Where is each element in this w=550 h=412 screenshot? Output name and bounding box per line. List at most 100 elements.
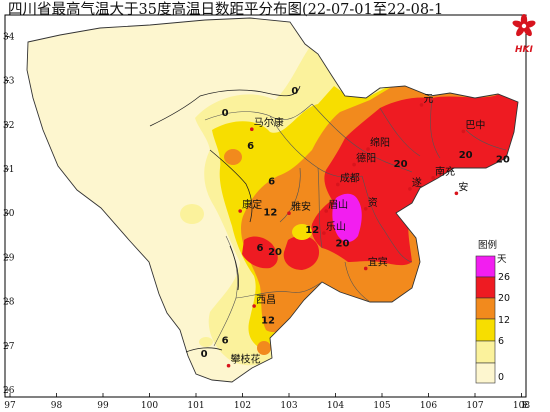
- y-tick-label: 28: [3, 298, 15, 308]
- contour-value-label: 12: [305, 225, 319, 236]
- city-marker: [287, 211, 291, 215]
- city-label: 安: [458, 180, 468, 193]
- contour-line: [209, 149, 253, 223]
- contour-line: [229, 245, 239, 291]
- patch-0-6-sw: [199, 337, 213, 347]
- region-20-26-south: [283, 235, 320, 270]
- y-tick-label: 27: [3, 342, 15, 352]
- legend-label-26: 26: [498, 272, 510, 283]
- contour-value-label: 6: [256, 243, 263, 254]
- boundary-line: [204, 103, 313, 121]
- legend-swatch-20-26: [475, 276, 496, 299]
- boundary-line: [361, 175, 413, 263]
- x-tick-label: 106: [420, 401, 437, 411]
- city-label: 乐山: [326, 221, 346, 233]
- city-marker: [454, 191, 459, 196]
- city-marker: [419, 103, 424, 107]
- x-tick-label: 98: [51, 401, 63, 411]
- boundary-line: [379, 107, 421, 157]
- logo-petal: [523, 25, 532, 37]
- x-tick-label: 101: [187, 401, 204, 411]
- city-marker: [226, 363, 231, 368]
- contour-value-label: 20: [268, 247, 282, 258]
- logo-text: HKI: [515, 45, 534, 55]
- x-tick-label: 107: [466, 401, 483, 411]
- region-20-26: [311, 80, 518, 266]
- x-tick-label: 100: [141, 401, 158, 411]
- logo-petal: [516, 25, 525, 37]
- city-label: 遂: [412, 176, 422, 189]
- city-label: 雅安: [291, 200, 311, 213]
- legend-swatch-26-plus: [475, 255, 496, 278]
- y-tick-label: 30: [3, 209, 15, 219]
- city-label: 宜宾: [368, 255, 388, 268]
- boundary-line: [311, 103, 413, 173]
- patch-6-12-nw: [292, 224, 312, 240]
- contour-value-label: 0: [291, 86, 298, 97]
- legend-swatch-12-20: [475, 297, 496, 320]
- contour-value-label: 20: [496, 154, 510, 165]
- y-tick-label: 32: [3, 121, 14, 131]
- contour-value-label: 20: [394, 159, 408, 170]
- city-marker: [363, 266, 368, 271]
- city-marker: [363, 206, 368, 211]
- contour-value-label: 6: [247, 141, 254, 152]
- contour-value-label: 12: [261, 316, 275, 327]
- city-marker: [366, 147, 370, 151]
- legend-title: 图例: [478, 239, 497, 251]
- x-axis-ticks: 97 98 99 100 101 102 103 104 105 106 107 108: [4, 393, 530, 411]
- city-marker: [250, 127, 254, 132]
- city-marker: [322, 231, 326, 235]
- patch-6-12-north: [224, 149, 242, 165]
- city-label: 巴中: [465, 118, 485, 131]
- contour-line: [149, 85, 301, 127]
- x-tick-label: 105: [373, 401, 390, 411]
- x-tick-label: 108: [513, 401, 530, 411]
- map-title: 四川省最高气温大于35度高温日数距平分布图(22-07-01至22-08-1: [8, 1, 443, 18]
- city-label: 成都: [340, 172, 360, 184]
- y-tick-label: 33: [3, 77, 15, 87]
- legend-label-12: 12: [498, 315, 510, 326]
- boundary-line: [430, 97, 441, 159]
- city-label: 绵阳: [370, 136, 390, 149]
- legend-label-20: 20: [498, 293, 510, 304]
- city-label: 德阳: [356, 152, 376, 165]
- city-label: 眉山: [328, 199, 348, 211]
- boundary-line: [269, 115, 363, 178]
- contour-labels-layer: 0 0 6 6 12 6 20 12 20 12 6 0 20 20 20: [201, 86, 510, 360]
- internal-boundaries: [204, 97, 507, 347]
- hki-logo: HKI: [512, 14, 536, 55]
- region-26-plus: [332, 193, 362, 242]
- legend-swatch-below-0: [475, 362, 496, 384]
- x-tick-label: 99: [97, 401, 109, 411]
- x-tick-label: 104: [327, 401, 344, 411]
- logo-flower-icon: [512, 14, 536, 37]
- province-border: [26, 17, 519, 383]
- contour-value-label: 20: [459, 150, 473, 161]
- contour-value-label: 0: [201, 349, 208, 360]
- patch-0-6-west: [180, 204, 204, 224]
- contour-value-label: 6: [268, 176, 275, 187]
- contour-value-label: 6: [222, 336, 229, 347]
- contour-line: [185, 347, 223, 353]
- x-axis-unit: E: [522, 401, 529, 411]
- city-label: 南充: [435, 165, 455, 178]
- boundary-line: [344, 261, 371, 303]
- legend-label-0: 0: [498, 372, 504, 383]
- logo-petal: [512, 20, 525, 28]
- boundary-line: [279, 167, 301, 223]
- y-tick-label: 26: [3, 386, 15, 396]
- city-marker: [352, 162, 356, 167]
- x-tick-label: 97: [4, 401, 16, 411]
- city-label: 元: [424, 94, 434, 105]
- patch-6-12-sw: [257, 341, 271, 355]
- city-marker: [324, 209, 329, 213]
- city-label: 马尔康: [254, 116, 284, 129]
- city-label: 攀枝花: [231, 353, 261, 366]
- x-tick-label: 102: [234, 401, 251, 411]
- y-tick-label: 31: [3, 165, 14, 175]
- contour-value-label: 12: [263, 207, 277, 218]
